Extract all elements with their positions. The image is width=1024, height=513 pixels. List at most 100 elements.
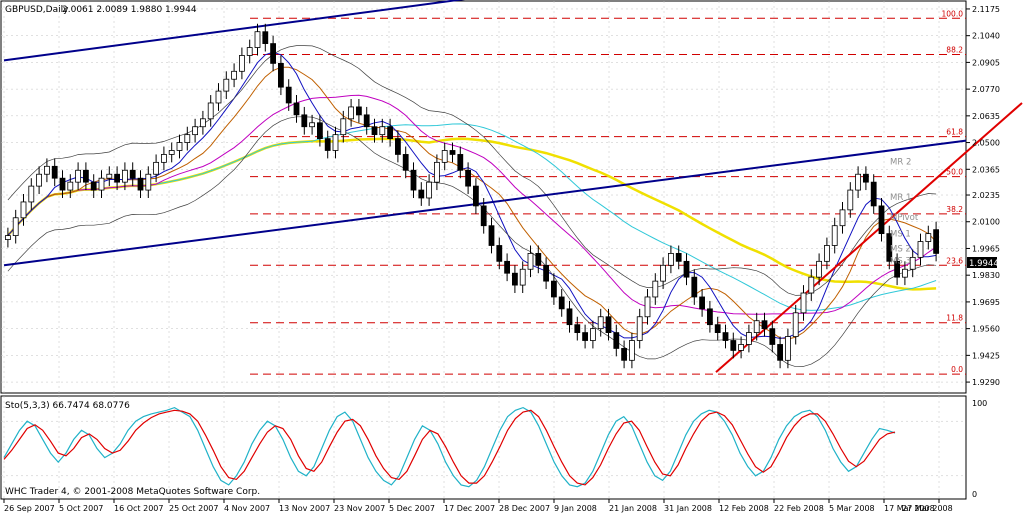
price-tick-label: 1.9425 [972, 351, 1000, 360]
candle-body [356, 106, 362, 116]
pivot-label: MS 2 [890, 244, 911, 254]
pivot-label: MR 2 [890, 157, 911, 167]
pivot-label: MPivot [890, 213, 919, 223]
price-tick-label: 2.0100 [972, 218, 1000, 227]
price-tick-label: 2.0500 [972, 139, 1000, 148]
time-tick-label: 23 Nov 2007 [334, 504, 385, 513]
price-tick-label: 2.0235 [972, 191, 1000, 200]
candle-body [597, 316, 604, 330]
pivot-label: MS 1 [890, 230, 911, 240]
candle-body [340, 118, 347, 136]
candle-body [917, 241, 924, 258]
sma-fast-line [7, 51, 937, 340]
stochastic-lines: 100 0 [1, 399, 987, 499]
candle-body [792, 312, 799, 337]
candle-body [730, 340, 737, 351]
candle-body [371, 126, 378, 136]
candle-body [722, 332, 729, 341]
candle-body [114, 173, 120, 183]
candle-body [683, 260, 690, 278]
candle-body [504, 260, 510, 274]
candle-body [387, 126, 393, 140]
fibo-label: 100.0 [942, 9, 964, 18]
time-axis: 26 Sep 2007 5 Oct 2007 16 Oct 2007 25 Oct 2… [3, 499, 953, 513]
trendline-upper [3, 0, 466, 62]
candle-body [59, 177, 66, 191]
candle-body [239, 55, 245, 72]
time-tick-label: 17 Mar 2008 [884, 504, 935, 513]
time-tick-label: 5 Dec 2007 [389, 504, 435, 513]
candle-body [808, 276, 815, 294]
candle-body [644, 296, 651, 318]
time-tick-label: 22 Feb 2008 [774, 504, 824, 513]
time-tick-label: 17 Dec 2007 [444, 504, 495, 513]
candle-body [894, 260, 900, 278]
candle-body [675, 253, 682, 262]
price-panel [0, 0, 967, 394]
current-price-label: 1.9944 [969, 259, 999, 269]
candle-body [605, 316, 612, 333]
fibo-label: 61.8 [946, 128, 963, 137]
candle-body [246, 47, 253, 56]
chart-title: GBPUSD,Daily [5, 5, 69, 15]
candle-body [621, 348, 627, 361]
candle-body [699, 296, 705, 310]
candle-body [785, 336, 791, 361]
candle-body [613, 332, 620, 349]
fibo-label: 23.6 [946, 256, 963, 265]
fibo-label: 50.0 [946, 168, 963, 177]
candle-body [816, 260, 822, 278]
price-tick-label: 2.0635 [972, 112, 1000, 121]
candle-body [886, 233, 893, 262]
candle-body [184, 134, 191, 143]
candle-body [590, 328, 596, 341]
candle-body [566, 308, 573, 326]
candle-body [519, 268, 526, 286]
candle-body [98, 177, 105, 191]
candle-body [512, 272, 518, 286]
time-tick-label: 12 Feb 2008 [719, 504, 769, 513]
time-tick-label: 4 Nov 2007 [224, 504, 270, 513]
indicator-title: Sto(5,3,3) 66.7474 68.0776 [5, 401, 130, 411]
candle-body [831, 225, 838, 246]
candle-body [410, 169, 417, 191]
time-tick-label: 26 Sep 2007 [4, 504, 55, 513]
candle-body [176, 142, 183, 151]
candle-body [262, 31, 269, 44]
candle-body [231, 70, 237, 80]
candle-body [902, 268, 908, 278]
fibo-label: 88.2 [946, 45, 963, 54]
price-tick-label: 2.0365 [972, 165, 1000, 174]
indicator-panel [0, 395, 967, 500]
stoch-main-line [3, 406, 896, 488]
stoch-tick-label: 100 [972, 399, 987, 408]
candle-body [5, 235, 11, 240]
time-tick-label: 27 Mar 2008 [902, 504, 953, 513]
candle-body [75, 169, 81, 183]
candle-body [847, 189, 854, 211]
time-tick-label: 5 Mar 2008 [829, 504, 875, 513]
candle-body [200, 118, 206, 128]
candle-body [20, 201, 27, 219]
candle-body [36, 173, 42, 187]
candle-body [465, 169, 471, 187]
price-tick-label: 1.9560 [972, 325, 1000, 334]
candle-body [878, 205, 885, 235]
time-tick-label: 16 Oct 2007 [114, 504, 163, 513]
time-tick-label: 31 Jan 2008 [664, 504, 712, 513]
candle-body [12, 217, 19, 237]
time-tick-label: 25 Oct 2007 [169, 504, 218, 513]
ohlc-readout: 2.0061 2.0089 1.9880 1.9944 [62, 5, 197, 15]
time-tick-label: 5 Oct 2007 [59, 504, 103, 513]
fibo-label: 38.2 [946, 205, 963, 214]
time-tick-label: 21 Jan 2008 [609, 504, 657, 513]
envelope-upper-line [7, 45, 937, 296]
candle-body [145, 173, 152, 191]
candle-body [293, 102, 300, 116]
candle-body [192, 126, 198, 136]
candle-body [535, 253, 542, 266]
candle-body [215, 90, 222, 104]
candle-body [441, 150, 448, 163]
candle-body [395, 138, 401, 155]
price-tick-label: 1.9290 [972, 378, 1000, 387]
